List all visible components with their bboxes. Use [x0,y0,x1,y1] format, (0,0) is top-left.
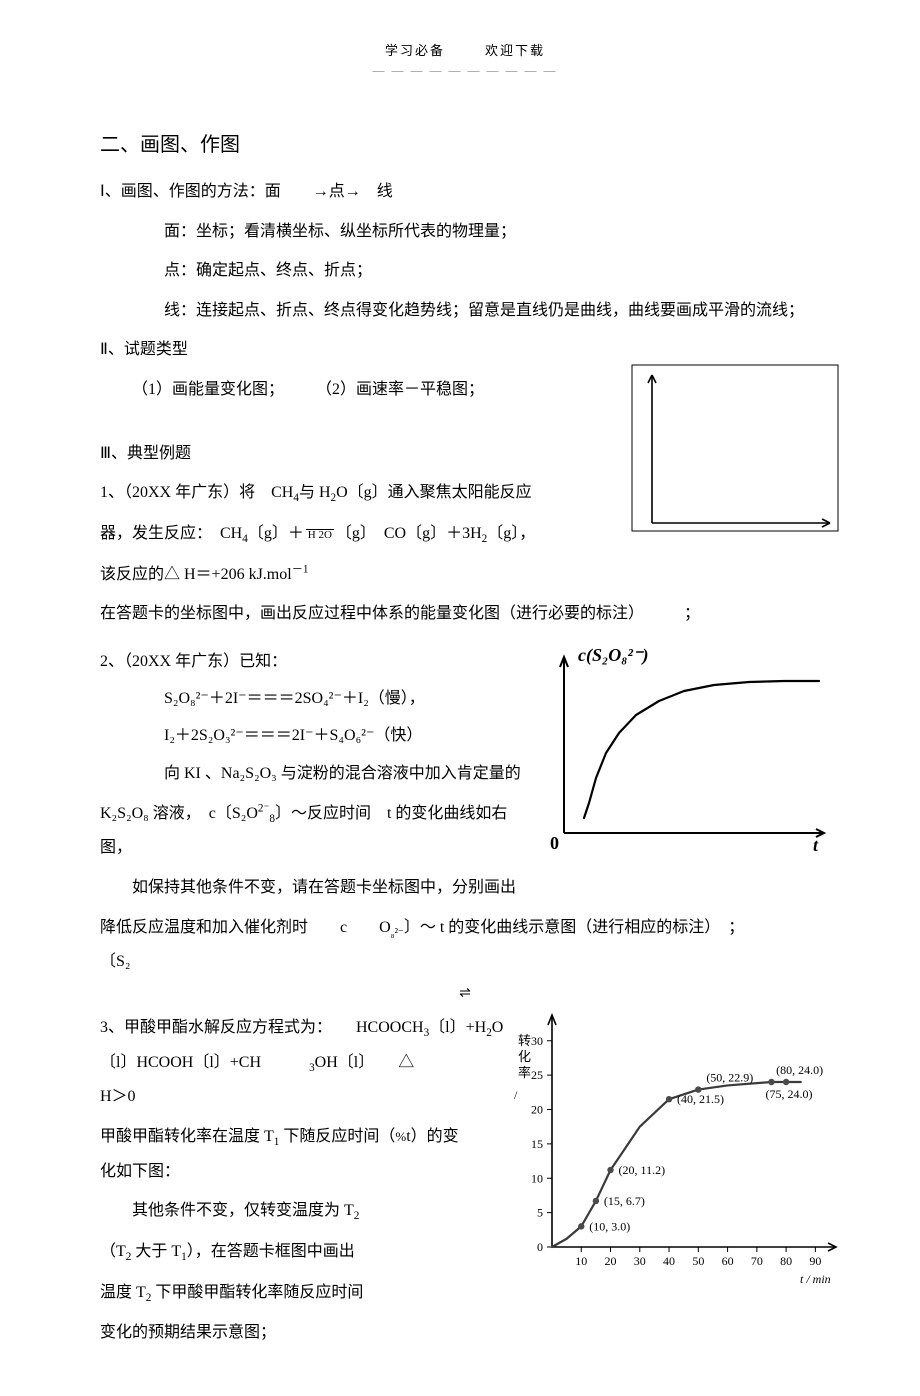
q3-l2b: 下随反应时间（ [279,1128,395,1145]
svg-text:t / min: t / min [800,1272,831,1285]
q1-line4: 在答题卡的坐标图中，画出反应过程中体系的能量变化图（进行必要的标注） ； [100,597,830,631]
q2-l7a: 降低反应温度和加入催化剂时 c O [100,919,391,936]
svg-text:10: 10 [531,1171,543,1185]
svg-text:15: 15 [531,1137,543,1151]
svg-text:30: 30 [634,1254,646,1268]
svg-text:50: 50 [692,1254,704,1268]
header-left: 学习必备 [385,43,445,58]
svg-text:10: 10 [575,1254,587,1268]
q1-l2d: 〔g〕， [487,525,535,542]
method-b: 点：确定起点、终点、折点； [100,254,830,288]
header-right: 欢迎下载 [485,43,545,58]
q1-line3: 该反应的△ H＝+206 kJ.mol－1 [100,558,830,592]
q1-l3a: 该反应的△ H＝+206 kJ.mol [100,566,292,583]
svg-text:化: 化 [518,1049,531,1064]
method-title: Ⅰ、画图、作图的方法：面 →点→ 线 [100,175,830,209]
q2-sup-a: 2⁻ [258,802,270,814]
q3-l4b: 大于 T [131,1243,181,1260]
q1-l2c: 〔g〕 CO〔g〕＋3H [336,525,482,542]
method-c: 线：连接起点、折点、终点得变化趋势线；留意是直线仍是曲线，曲线要画成平滑的流线； [100,294,830,328]
q3-line4: （T2 大于 T1），在答题卡框图中画出 [100,1235,440,1270]
q3-line6: 变化的预期结果示意图； [100,1316,440,1350]
types-title: Ⅱ、试题类型 [100,333,830,367]
svg-text:0: 0 [550,833,559,853]
q3-l1b: 〔l〕+H [429,1019,486,1036]
q1-l1a: 1、（20XX 年广东）将 CH [100,484,293,501]
q3-l1d: OH〔l〕 △ [315,1054,415,1071]
section-title: 二、画图、作图 [100,128,830,157]
figure-empty-axes [630,363,840,533]
svg-text:40: 40 [663,1254,675,1268]
svg-text:20: 20 [605,1254,617,1268]
pct-icon: % [395,1129,406,1144]
rev-arrow-row: ⇌ [100,985,830,1003]
svg-text:80: 80 [780,1254,792,1268]
q3-l1a: 3、甲酸甲酯水解反应方程式为： HCOOCH [100,1019,424,1036]
page-header: 学习必备 欢迎下载 [100,40,830,59]
svg-text:(20, 11.2): (20, 11.2) [619,1163,666,1177]
svg-text:5: 5 [537,1206,543,1220]
svg-text:/: / [514,1088,518,1102]
svg-text:(15, 6.7): (15, 6.7) [604,1194,645,1208]
svg-text:25: 25 [531,1068,543,1082]
header-dashes: — — — — — — — — — — [100,63,830,78]
q1-line2: 器，发生反应： CH4〔g〕＋H 2O〔g〕 CO〔g〕＋3H2〔g〕， [100,517,580,552]
figure-conversion-curve: 10 20 30 40 50 60 70 80 90 0 5 10 15 20 25 30 (10, 3.0) (… [500,1005,850,1285]
q2-line6: 如保持其他条件不变，请在答题卡坐标图中，分别画出 [100,871,830,905]
q3-line5: 温度 T2 下甲酸甲酯转化率随反应时间 [100,1276,440,1311]
q2-l7c: 〔S₂ [100,953,130,970]
q3-line3: 其他条件不变，仅转变温度为 T2 [100,1194,472,1229]
q3-l4c: ），在答题卡框图中画出 [187,1243,355,1260]
svg-text:30: 30 [531,1034,543,1048]
svg-text:转: 转 [518,1033,531,1048]
q2-sup-b: ₈²⁻ [391,927,404,939]
reversible-arrow-icon: ⇌ [457,990,473,998]
svg-text:60: 60 [722,1254,734,1268]
q1-line1: 1、（20XX 年广东）将 CH4与 H2O〔g〕通入聚焦太阳能反应 [100,476,580,511]
svg-text:(10, 3.0): (10, 3.0) [589,1219,630,1233]
q3-l1e: H＞0 [100,1088,136,1105]
q3-l2a: 甲酸甲酯转化率在温度 T [100,1128,274,1145]
svg-text:率: 率 [518,1065,531,1080]
q1-l2b: 〔g〕＋ [248,525,304,542]
figure-decay-curve: c(S₂O₈²⁻) t 0 [540,645,830,855]
q1-l2a: 器，发生反应： CH [100,525,242,542]
q2-l7b: 〕～ t 的变化曲线示意图（进行相应的标注） ； [404,919,744,936]
q1-sup: －1 [292,563,309,575]
svg-text:90: 90 [809,1254,821,1268]
svg-text:c(S₂O₈²⁻): c(S₂O₈²⁻) [578,645,648,666]
svg-text:(40, 21.5): (40, 21.5) [677,1092,724,1106]
q2-l5a: K₂S₂O₈ 溶液， c〔S₂O [100,805,258,822]
svg-text:(50, 22.9): (50, 22.9) [706,1070,753,1084]
q3-l5a: 温度 T [100,1284,146,1301]
method-a: 面：坐标；看清横坐标、纵坐标所代表的物理量； [100,215,830,249]
svg-text:0: 0 [537,1240,543,1254]
q2-line7: 降低反应温度和加入催化剂时 c O₈²⁻〕～ t 的变化曲线示意图（进行相应的标… [100,911,830,979]
svg-text:20: 20 [531,1102,543,1116]
q3-l4a: （T [100,1243,126,1260]
svg-text:(75, 24.0): (75, 24.0) [765,1087,812,1101]
eq-arrow-icon: H 2O [304,529,336,540]
q3-l5b: 下甲酸甲酯转化率随反应时间 [151,1284,363,1301]
svg-text:t: t [813,835,819,855]
q3-line2: 甲酸甲酯转化率在温度 T1 下随反应时间（%t）的变化如下图： [100,1120,470,1188]
q1-l1b: 与 H [299,484,331,501]
svg-text:70: 70 [751,1254,763,1268]
q1-l1c: O〔g〕通入聚焦太阳能反应 [336,484,532,501]
svg-text:(80, 24.0): (80, 24.0) [776,1063,823,1077]
q3-l3a: 其他条件不变，仅转变温度为 T [132,1202,354,1219]
